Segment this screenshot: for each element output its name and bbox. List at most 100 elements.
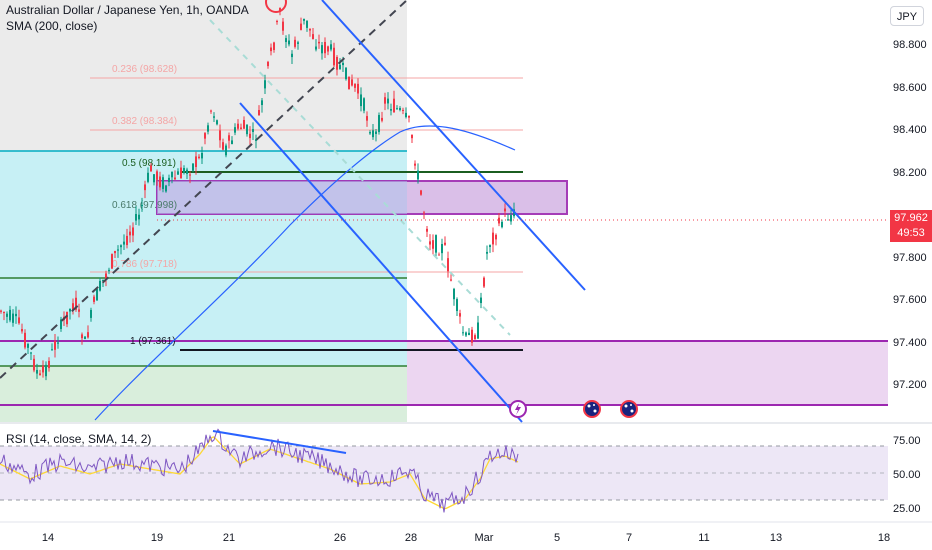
candle-body	[99, 280, 101, 291]
candle-body	[369, 132, 371, 134]
candle-body	[348, 76, 350, 90]
price-axis-label: 97.400	[893, 337, 927, 349]
fib-label-0618: 0.618 (97.998)	[112, 200, 177, 211]
candle-body	[105, 273, 107, 279]
time-axis[interactable]: 14 19 21 26 28 Mar 5 7 11 13 18	[42, 532, 890, 544]
candle-body	[303, 18, 305, 21]
rsi-axis-label: 25.00	[893, 503, 921, 515]
lightning-icon[interactable]	[509, 400, 527, 418]
symbol-legend[interactable]: Australian Dollar / Japanese Yen, 1h, OA…	[6, 3, 249, 17]
candle-body	[279, 8, 281, 12]
candle-body	[141, 204, 143, 207]
candle-body	[384, 97, 386, 104]
candle-body	[153, 174, 155, 183]
candle-body	[441, 244, 443, 254]
candle-body	[102, 279, 104, 281]
candle-body	[195, 156, 197, 168]
candle-body	[339, 64, 341, 70]
candle-body	[138, 214, 140, 220]
price-axis-label: 98.600	[893, 82, 927, 94]
candle-body	[336, 56, 338, 70]
candle-body	[204, 133, 206, 139]
candle-body	[39, 373, 41, 376]
time-axis-label: 13	[770, 532, 782, 544]
rsi-axis-label: 50.00	[893, 469, 921, 481]
candle-body	[81, 334, 83, 339]
candle-body	[216, 120, 218, 125]
channel-upper-line[interactable]	[321, 0, 586, 291]
candle-body	[300, 23, 302, 30]
candle-body	[15, 313, 17, 317]
candle-body	[390, 109, 392, 111]
candle-body	[123, 241, 125, 245]
candle-body	[312, 34, 314, 39]
candle-body	[24, 332, 26, 348]
candle-body	[120, 245, 122, 248]
candle-body	[414, 163, 416, 166]
candle-body	[90, 309, 92, 318]
top-marker-circle	[265, 0, 287, 13]
candle-body	[267, 61, 269, 67]
candle-body	[489, 245, 491, 247]
candle-body	[135, 214, 137, 221]
australia-flag-icon[interactable]	[620, 400, 638, 418]
candle-body	[213, 116, 215, 118]
candlestick-series	[0, 7, 515, 381]
candle-body	[72, 303, 74, 311]
candle-body	[255, 139, 257, 141]
candle-body	[222, 142, 224, 150]
candle-body	[51, 349, 53, 351]
candle-body	[411, 134, 413, 139]
candle-body	[294, 39, 296, 47]
candle-body	[378, 115, 380, 133]
candle-body	[27, 343, 29, 348]
candle-body	[309, 28, 311, 31]
candle-body	[435, 235, 437, 253]
time-axis-label: 26	[334, 532, 346, 544]
candle-body	[399, 108, 401, 110]
sma-legend[interactable]: SMA (200, close)	[6, 19, 98, 33]
candle-body	[327, 46, 329, 52]
candle-body	[9, 309, 11, 321]
time-axis-label: 14	[42, 532, 54, 544]
candle-body	[159, 176, 161, 188]
candle-body	[189, 174, 191, 176]
candle-body	[315, 46, 317, 50]
candle-body	[6, 313, 8, 317]
candle-body	[96, 288, 98, 301]
candle-body	[333, 47, 335, 66]
time-axis-label: 21	[223, 532, 235, 544]
candle-body	[324, 41, 326, 54]
candle-body	[237, 123, 239, 129]
fib-label-0382: 0.382 (98.384)	[112, 116, 177, 127]
candle-body	[405, 112, 407, 118]
time-axis-label: 18	[878, 532, 890, 544]
candle-body	[69, 308, 71, 312]
candle-body	[495, 234, 497, 240]
candle-body	[471, 329, 473, 343]
australia-flag-icon[interactable]	[583, 400, 601, 418]
rsi-divergence-line[interactable]	[212, 430, 347, 454]
candle-body	[444, 242, 446, 245]
candle-body	[420, 190, 422, 195]
rsi-axis[interactable]: 75.00 50.00 25.00	[893, 435, 921, 515]
candle-body	[225, 145, 227, 156]
rsi-legend[interactable]: RSI (14, close, SMA, 14, 2)	[6, 432, 152, 446]
candle-body	[261, 100, 263, 106]
candle-body	[228, 135, 230, 141]
candle-body	[429, 241, 431, 245]
candle-body	[258, 110, 260, 116]
candle-body	[273, 42, 275, 50]
candle-body	[45, 364, 47, 377]
candle-body	[453, 288, 455, 300]
currency-button[interactable]: JPY	[890, 6, 924, 26]
dashed-uptrend-line[interactable]	[0, 0, 408, 379]
candle-body	[192, 163, 194, 171]
candle-body	[201, 152, 203, 159]
candle-body	[426, 228, 428, 232]
candle-body	[423, 212, 425, 214]
time-axis-label: 11	[698, 532, 709, 544]
candle-body	[234, 127, 236, 133]
channel-lower-line[interactable]	[239, 102, 523, 423]
